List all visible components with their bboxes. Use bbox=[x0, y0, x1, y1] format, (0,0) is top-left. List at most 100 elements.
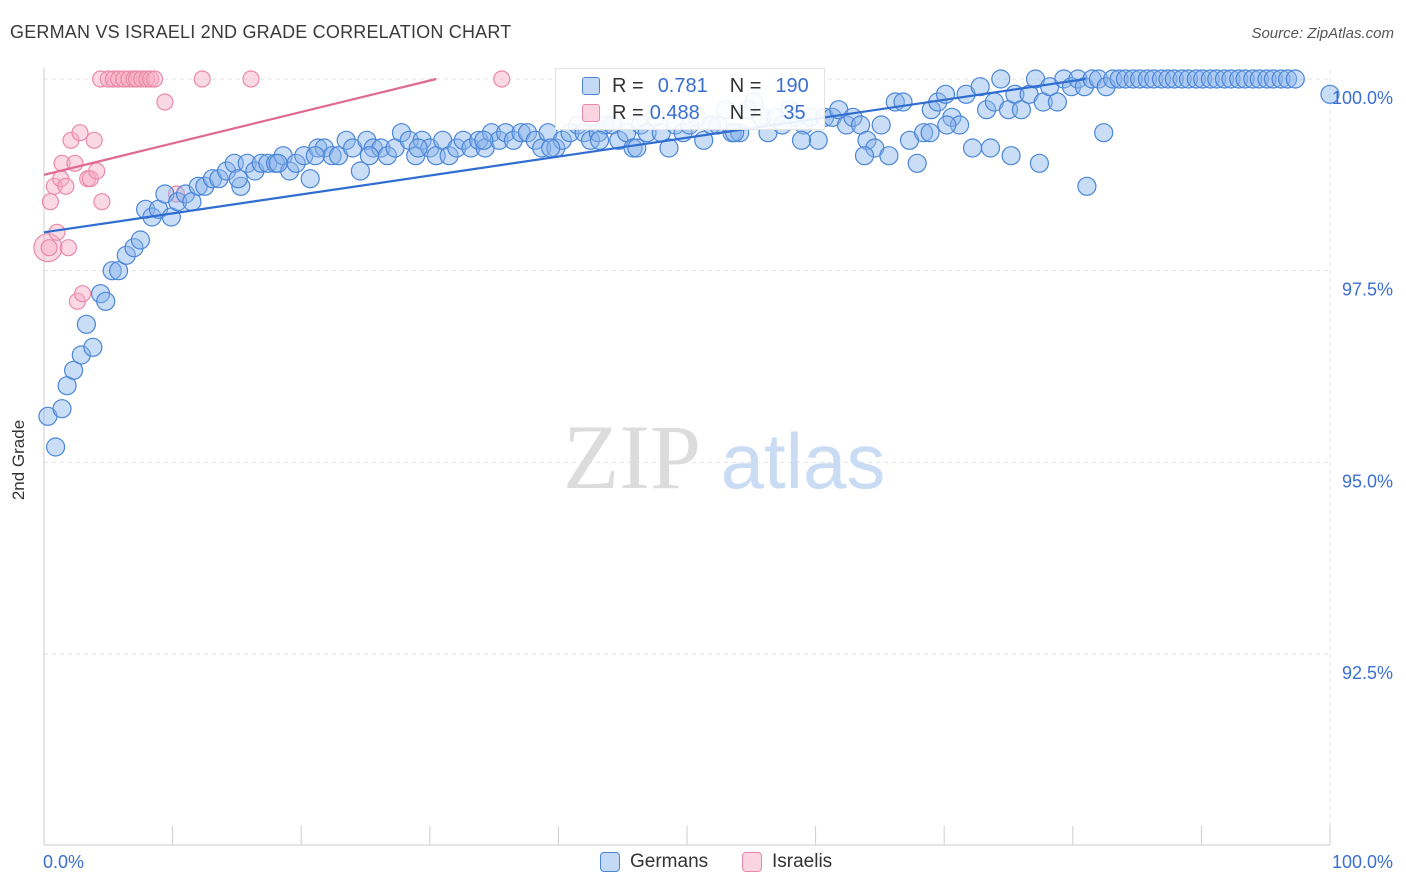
legend-label-israelis: Israelis bbox=[772, 851, 833, 872]
germans-point bbox=[808, 130, 828, 150]
israelis-point bbox=[40, 239, 58, 257]
israelis-point bbox=[133, 70, 151, 88]
germans-point bbox=[1229, 69, 1249, 89]
germans-point bbox=[45, 437, 66, 457]
germans-point bbox=[1068, 69, 1088, 89]
germans-point bbox=[1109, 69, 1129, 89]
germans-point bbox=[991, 69, 1011, 89]
israelis-swatch bbox=[582, 104, 600, 122]
germans-point bbox=[305, 146, 325, 166]
germans-point bbox=[907, 153, 927, 173]
germans-point bbox=[541, 138, 561, 158]
germans-point bbox=[1144, 69, 1164, 89]
germans-point bbox=[280, 161, 300, 181]
germans-point bbox=[913, 123, 934, 143]
germans-point bbox=[108, 261, 129, 281]
germans-point bbox=[1158, 69, 1178, 89]
germans-point bbox=[1249, 69, 1269, 89]
germans-point bbox=[209, 169, 229, 189]
germans-point bbox=[1200, 69, 1221, 89]
germans-point bbox=[116, 245, 136, 265]
germans-point bbox=[391, 123, 412, 143]
germans-point bbox=[52, 399, 72, 419]
germans-point bbox=[1178, 69, 1199, 89]
chart-source: Source: ZipAtlas.com bbox=[1251, 25, 1394, 42]
israelis-trendline bbox=[43, 77, 437, 176]
germans-point bbox=[980, 138, 1001, 158]
germans-point bbox=[130, 230, 150, 250]
germans-point bbox=[1320, 84, 1340, 104]
germans-point bbox=[970, 77, 990, 97]
germans-point bbox=[893, 92, 913, 112]
germans-point bbox=[627, 138, 647, 158]
legend-item-israelis[interactable]: Israelis bbox=[742, 851, 832, 873]
germans-point bbox=[920, 123, 940, 143]
germans-point bbox=[1263, 69, 1284, 89]
n-value-germans: 190 bbox=[775, 74, 809, 97]
germans-point bbox=[63, 360, 84, 380]
israelis-point bbox=[493, 70, 511, 88]
germans-point bbox=[1277, 69, 1298, 89]
germans-point bbox=[474, 130, 494, 150]
germans-point bbox=[102, 261, 122, 281]
israelis-point bbox=[156, 93, 174, 111]
germans-point bbox=[336, 130, 356, 150]
germans-point bbox=[228, 169, 248, 189]
germans-point bbox=[1186, 69, 1206, 89]
israelis-legend-swatch bbox=[742, 852, 762, 872]
germans-point bbox=[1243, 69, 1263, 89]
israelis-point bbox=[73, 285, 92, 303]
israelis-point bbox=[88, 162, 106, 180]
germans-point bbox=[251, 153, 271, 173]
germans-point bbox=[552, 130, 572, 150]
watermark-atlas: atlas bbox=[721, 417, 886, 505]
x-tick-label-max: 100.0% bbox=[1331, 852, 1393, 872]
n-value-israelis: 35 bbox=[783, 101, 806, 124]
germans-point bbox=[453, 130, 473, 150]
germans-point bbox=[258, 153, 278, 173]
germans-point bbox=[517, 123, 538, 143]
germans-point bbox=[83, 337, 103, 357]
germans-point bbox=[937, 115, 957, 135]
series-legend: Germans Israelis bbox=[0, 851, 1406, 877]
germans-point bbox=[300, 169, 320, 189]
r-label: R = bbox=[612, 74, 644, 97]
germans-point bbox=[1207, 69, 1227, 89]
y-tick-label-1: 95.0% bbox=[1342, 471, 1393, 491]
germans-point bbox=[268, 153, 288, 173]
r-label: R = bbox=[612, 101, 644, 124]
germans-point bbox=[1011, 100, 1032, 120]
germans-point bbox=[439, 146, 459, 166]
germans-point bbox=[217, 161, 237, 181]
y-tick-label-2: 97.5% bbox=[1342, 280, 1393, 300]
germans-point bbox=[1172, 69, 1192, 89]
x-tick-label-min: 0.0% bbox=[43, 852, 85, 872]
israelis-point bbox=[142, 70, 160, 88]
legend-item-germans[interactable]: Germans bbox=[600, 851, 708, 873]
israelis-point bbox=[85, 131, 103, 149]
legend-row-israelis: R = 0.488 N = 35 bbox=[582, 101, 806, 125]
germans-point bbox=[322, 146, 342, 166]
y-tick-labels: 92.5% 95.0% 97.5% 100.0% bbox=[1332, 88, 1393, 683]
germans-point bbox=[76, 314, 97, 334]
israelis-point bbox=[33, 233, 63, 263]
y-tick-label-0: 92.5% bbox=[1342, 663, 1393, 683]
israelis-point bbox=[193, 70, 211, 88]
r-value-israelis: 0.488 bbox=[649, 101, 700, 124]
germans-swatch bbox=[582, 77, 600, 95]
germans-point bbox=[237, 153, 257, 173]
germans-point bbox=[124, 238, 144, 258]
israelis-point bbox=[57, 177, 75, 195]
germans-point bbox=[496, 123, 516, 143]
germans-point bbox=[1088, 69, 1109, 89]
israelis-point bbox=[71, 124, 89, 142]
germans-point bbox=[1164, 69, 1185, 89]
israelis-point bbox=[93, 193, 111, 211]
germans-point bbox=[408, 138, 428, 158]
germans-point bbox=[1193, 69, 1213, 89]
germans-point bbox=[447, 138, 467, 158]
germans-point bbox=[1285, 69, 1305, 89]
watermark-zip: ZIP bbox=[563, 406, 701, 508]
germans-point bbox=[168, 192, 188, 212]
